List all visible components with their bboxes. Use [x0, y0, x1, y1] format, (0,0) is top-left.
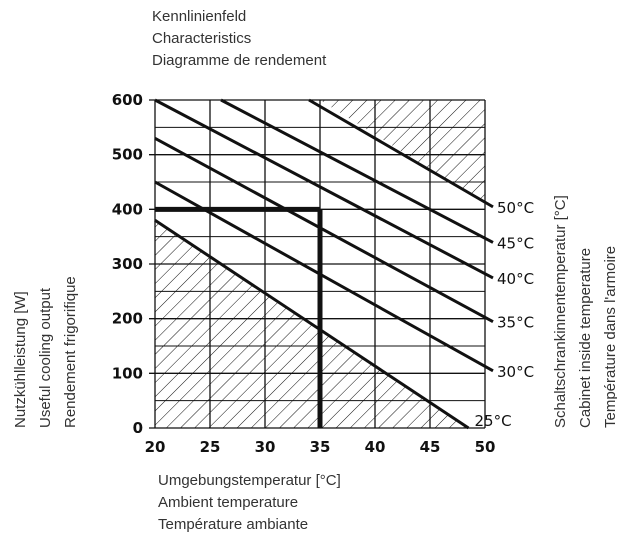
series-line	[308, 98, 494, 209]
x-tick-label: 50	[475, 438, 496, 456]
chart-title: Kennlinienfeld Characteristics Diagramme…	[152, 6, 326, 72]
series-label: 30°C	[497, 363, 534, 381]
series-label: 45°C	[497, 234, 534, 252]
x-tick-label: 30	[255, 438, 276, 456]
x-axis-label: Umgebungstemperatur [°C] Ambient tempera…	[158, 470, 341, 536]
series-line	[154, 180, 494, 373]
x-tick-label: 45	[420, 438, 441, 456]
title-en: Characteristics	[152, 30, 252, 47]
title-de: Kennlinienfeld	[152, 8, 247, 25]
series-label: 35°C	[497, 314, 534, 332]
series-line	[154, 219, 470, 430]
xlabel-de: Umgebungstemperatur [°C]	[158, 472, 341, 489]
y-tick-label: 600	[112, 91, 143, 109]
y-tick-label: 300	[112, 255, 143, 273]
series-line	[220, 98, 494, 244]
series-lines	[154, 98, 494, 430]
x-tick-label: 40	[365, 438, 386, 456]
title-fr: Diagramme de rendement	[152, 52, 327, 69]
series-label: 40°C	[497, 270, 534, 288]
x-tick-label: 35	[310, 438, 331, 456]
series-label: 50°C	[497, 199, 534, 217]
y-tick-label: 0	[133, 419, 143, 437]
series-labels: 25°C 30°C 35°C 40°C 45°C 50°C	[475, 199, 535, 430]
y-tick-label: 400	[112, 200, 143, 218]
xlabel-en: Ambient temperature	[158, 494, 299, 511]
y-tick-label: 100	[112, 364, 143, 382]
series-label: 25°C	[475, 412, 512, 430]
xlabel-fr: Température ambiante	[158, 516, 309, 533]
y-tick-label: 200	[112, 310, 143, 328]
series-line	[154, 136, 494, 323]
x-tick-label: 20	[145, 438, 166, 456]
x-tick-label: 25	[200, 438, 221, 456]
operating-point-lines	[155, 206, 323, 428]
y-tick-label: 500	[112, 146, 143, 164]
series-line	[154, 98, 494, 280]
